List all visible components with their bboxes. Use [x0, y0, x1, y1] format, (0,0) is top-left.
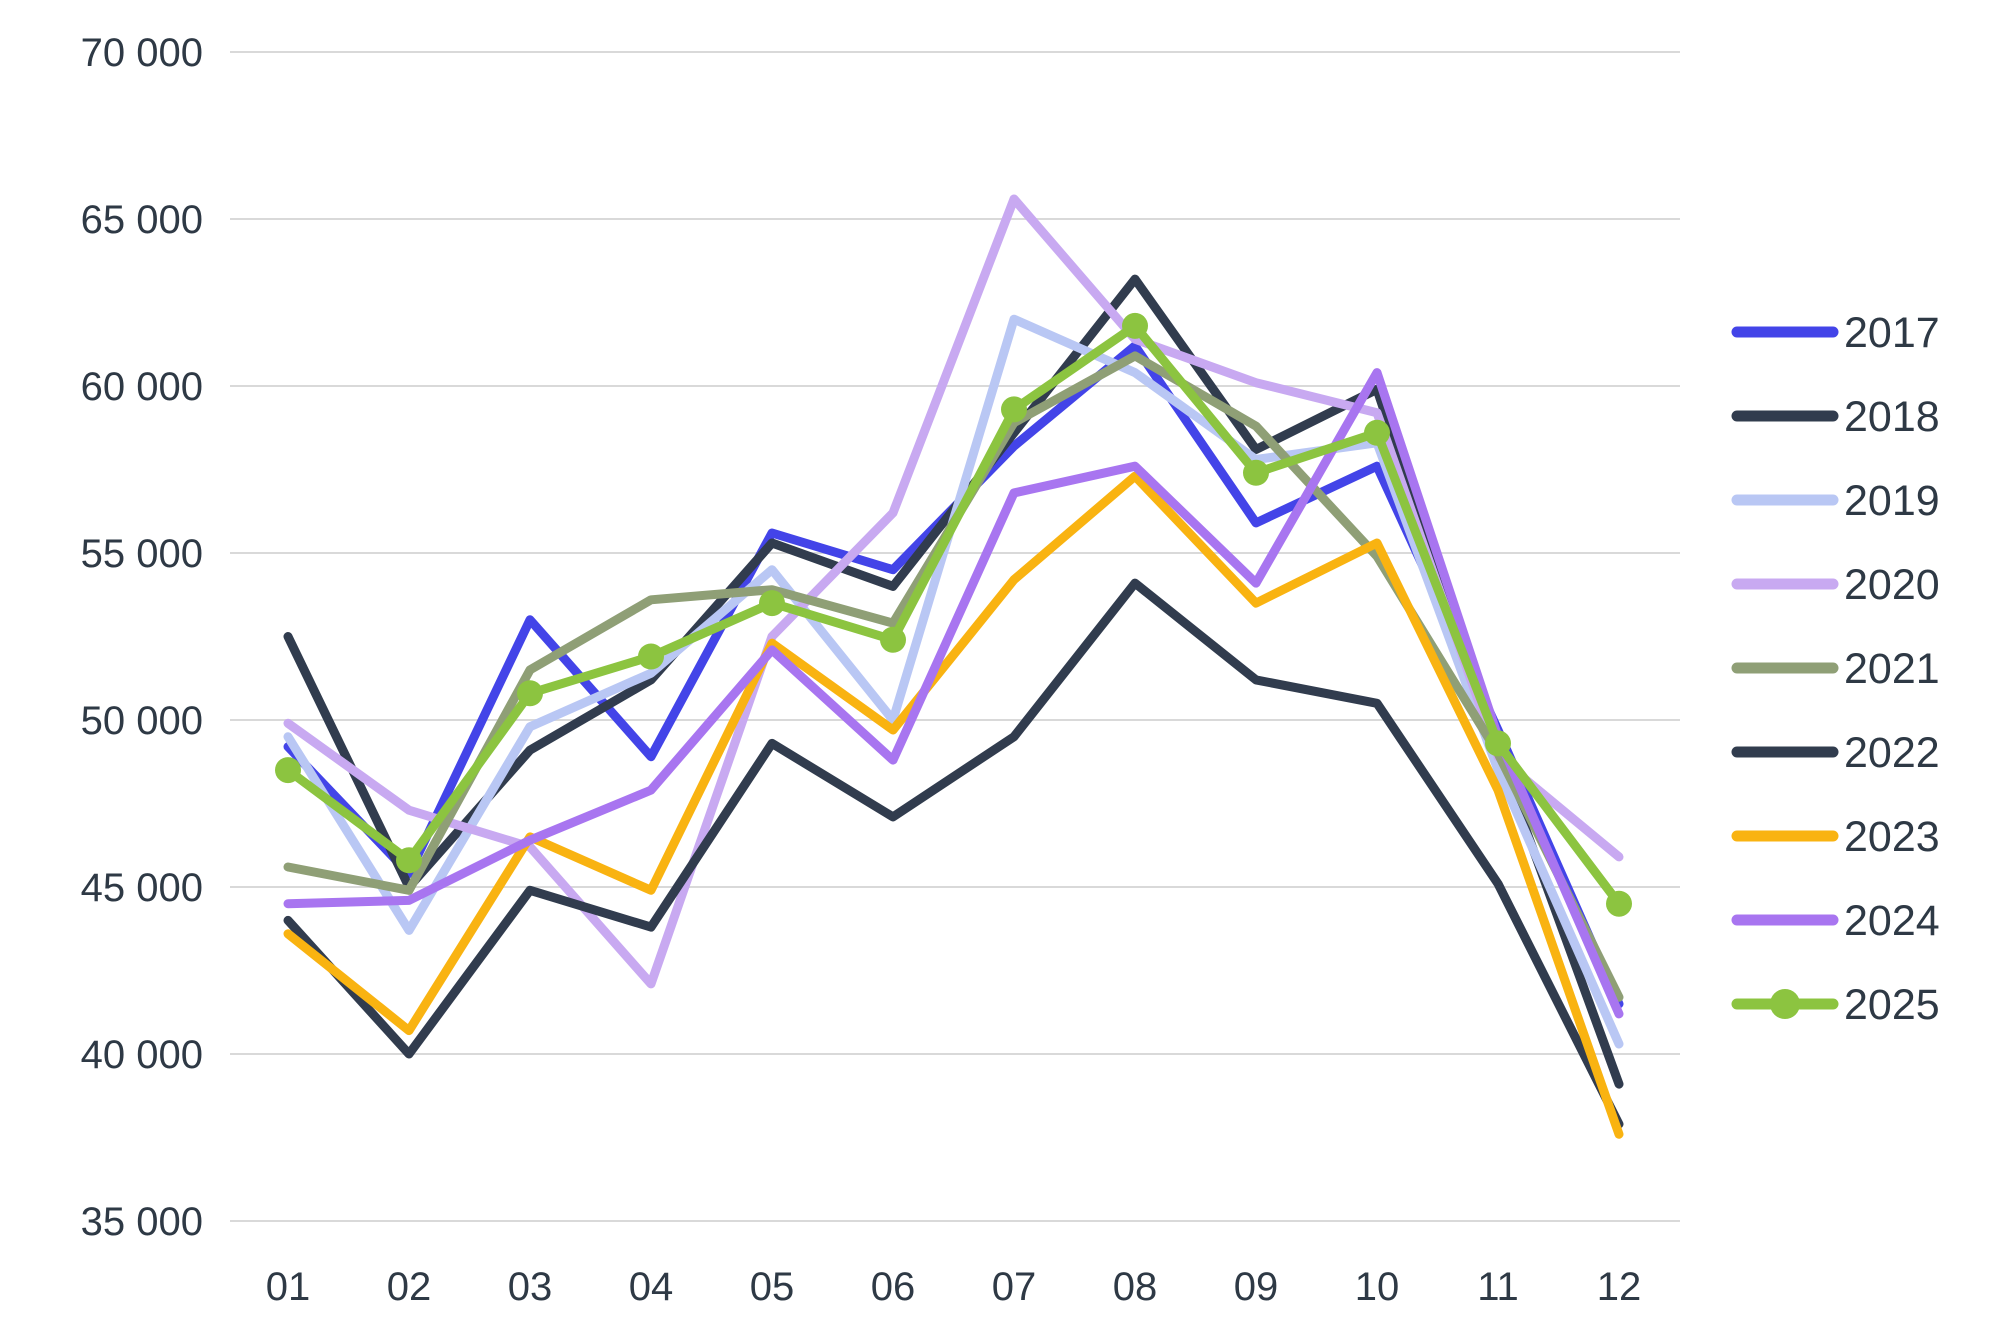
legend-item-2020[interactable]: 2020 [1731, 561, 1940, 609]
legend-label-2022: 2022 [1844, 729, 1940, 777]
legend-item-2017[interactable]: 2017 [1731, 309, 1940, 357]
series-line-2019 [283, 314, 1624, 1049]
x-tick-label: 03 [508, 1265, 553, 1309]
legend-item-2018[interactable]: 2018 [1731, 393, 1940, 441]
y-tick-label: 40 000 [81, 1033, 203, 1077]
legend: 2017 2018 2019 2020 2021 2022 2023 2024 2025 [1731, 309, 1940, 1029]
legend-item-2024[interactable]: 2024 [1731, 897, 1940, 945]
series-line-2023 [283, 471, 1624, 1139]
x-tick-label: 04 [629, 1265, 674, 1309]
x-tick-label: 08 [1113, 1265, 1158, 1309]
legend-label-2019: 2019 [1844, 477, 1940, 525]
y-tick-label: 35 000 [81, 1200, 203, 1244]
y-tick-label: 50 000 [81, 699, 203, 743]
x-axis-labels: 01 02 03 04 05 06 07 08 09 10 11 12 [266, 1265, 1642, 1309]
legend-item-2021[interactable]: 2021 [1731, 645, 1940, 693]
series-line-2020 [283, 194, 1624, 989]
series-marker-2025 [759, 590, 785, 617]
legend-label-2024: 2024 [1844, 897, 1940, 945]
x-tick-label: 01 [266, 1265, 311, 1309]
series-marker-2025 [1606, 890, 1632, 917]
series-marker-2025 [517, 680, 543, 707]
x-tick-label: 11 [1477, 1265, 1519, 1309]
legend-marker-icon [1770, 989, 1800, 1019]
x-tick-label: 02 [387, 1265, 432, 1309]
legend-item-2022[interactable]: 2022 [1731, 729, 1940, 777]
x-tick-label: 10 [1355, 1265, 1400, 1309]
series-marker-2025 [1485, 730, 1511, 757]
series-marker-2025 [1001, 396, 1027, 423]
series-marker-2025 [1364, 419, 1390, 446]
series-line-2018 [283, 274, 1624, 1089]
legend-item-2025[interactable]: 2025 [1731, 981, 1940, 1029]
series-line-2024 [283, 368, 1624, 1019]
y-tick-label: 70 000 [81, 31, 203, 75]
y-tick-label: 45 000 [81, 866, 203, 910]
series-lines [275, 194, 1632, 1139]
y-tick-label: 55 000 [81, 532, 203, 576]
gridlines [230, 51, 1680, 1222]
y-tick-label: 65 000 [81, 198, 203, 242]
series-marker-2025 [880, 626, 906, 653]
legend-label-2020: 2020 [1844, 561, 1940, 609]
x-tick-label: 12 [1597, 1265, 1642, 1309]
legend-label-2017: 2017 [1844, 309, 1940, 357]
series-marker-2025 [1122, 312, 1148, 339]
y-tick-label: 60 000 [81, 365, 203, 409]
series-marker-2025 [1243, 459, 1269, 486]
series-line-2025 [283, 321, 1624, 909]
series-marker-2025 [275, 757, 301, 784]
x-tick-label: 07 [992, 1265, 1037, 1309]
legend-label-2023: 2023 [1844, 813, 1940, 861]
x-tick-label: 05 [750, 1265, 795, 1309]
legend-item-2019[interactable]: 2019 [1731, 477, 1940, 525]
x-tick-label: 06 [871, 1265, 916, 1309]
legend-label-2021: 2021 [1844, 645, 1940, 693]
series-line-2022 [283, 578, 1624, 1129]
legend-item-2023[interactable]: 2023 [1731, 813, 1940, 861]
series-marker-2025 [638, 643, 664, 670]
legend-label-2025: 2025 [1844, 981, 1940, 1029]
y-axis-labels: 70 000 65 000 60 000 55 000 50 000 45 000 40 0… [81, 31, 203, 1244]
legend-label-2018: 2018 [1844, 393, 1940, 441]
x-tick-label: 09 [1234, 1265, 1279, 1309]
series-marker-2025 [396, 847, 422, 874]
